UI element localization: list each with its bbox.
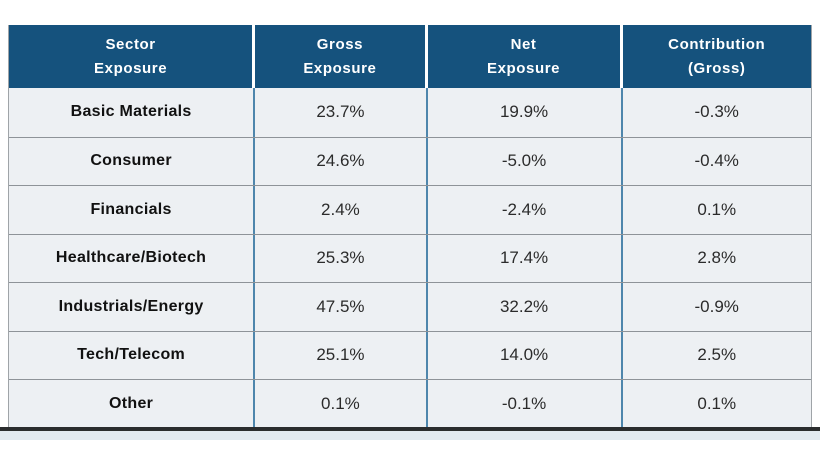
- sector-name-cell: Tech/Telecom: [9, 331, 256, 379]
- contribution-cell: 2.8%: [623, 235, 811, 283]
- header-line: Exposure: [486, 59, 561, 77]
- gross-exposure-cell: 47.5%: [255, 283, 428, 331]
- gross-exposure-value: 2.4%: [321, 199, 360, 219]
- net-exposure-cell: 32.2%: [428, 283, 623, 331]
- net-exposure-value: -5.0%: [501, 151, 547, 171]
- header-line: (Gross): [687, 59, 746, 77]
- sector-label: Healthcare/Biotech: [55, 249, 207, 267]
- header-line: Sector: [105, 36, 156, 54]
- net-exposure-value: -2.4%: [501, 199, 547, 219]
- table-header-row: Sector Exposure Gross Exposure Net Expos…: [9, 25, 811, 88]
- gross-exposure-cell: 25.3%: [255, 234, 428, 282]
- sector-name-cell: Basic Materials: [9, 88, 256, 137]
- gross-exposure-cell: 2.4%: [255, 186, 428, 234]
- net-exposure-cell: 17.4%: [428, 234, 623, 282]
- sector-exposure-table: Sector Exposure Gross Exposure Net Expos…: [8, 25, 812, 428]
- contribution-value: 2.5%: [697, 345, 737, 365]
- net-exposure-cell: -5.0%: [428, 137, 623, 185]
- gross-exposure-value: 25.1%: [316, 345, 365, 365]
- header-line: Exposure: [303, 59, 377, 77]
- net-exposure-value: 32.2%: [499, 296, 549, 316]
- net-exposure-cell: -0.1%: [428, 380, 623, 428]
- sector-name-cell: Healthcare/Biotech: [9, 234, 256, 282]
- sector-label: Tech/Telecom: [77, 346, 186, 364]
- net-exposure-value: -0.1%: [501, 393, 547, 413]
- gross-exposure-cell: 24.6%: [255, 137, 428, 185]
- table-bottom-rule: [0, 427, 820, 431]
- table-row-other: Other 0.1% -0.1% 0.1%: [9, 379, 811, 428]
- net-exposure-value: 14.0%: [499, 345, 549, 365]
- sector-label: Consumer: [90, 152, 172, 170]
- header-line: Contribution: [668, 36, 766, 54]
- column-header-net-exposure: Net Exposure: [428, 25, 623, 88]
- table-row-tech-telecom: Tech/Telecom 25.1% 14.0% 2.5%: [9, 330, 811, 380]
- sector-label: Financials: [90, 200, 172, 218]
- contribution-cell: 0.1%: [623, 186, 811, 234]
- contribution-cell: -0.9%: [623, 283, 811, 331]
- contribution-cell: -0.4%: [623, 138, 811, 186]
- contribution-cell: -0.3%: [623, 88, 811, 137]
- net-exposure-value: 17.4%: [499, 248, 549, 268]
- gross-exposure-cell: 23.7%: [255, 88, 428, 137]
- net-exposure-cell: -2.4%: [428, 186, 623, 234]
- contribution-value: 2.8%: [697, 248, 737, 268]
- table-shadow-strip: [0, 431, 820, 440]
- sector-label: Other: [109, 394, 154, 412]
- sector-name-cell: Consumer: [9, 137, 256, 185]
- net-exposure-cell: 14.0%: [428, 331, 623, 379]
- contribution-value: 0.1%: [697, 199, 737, 219]
- gross-exposure-value: 24.6%: [316, 151, 365, 171]
- header-line: Gross: [316, 36, 364, 54]
- contribution-value: -0.9%: [694, 296, 739, 316]
- sector-label: Industrials/Energy: [58, 297, 204, 315]
- gross-exposure-value: 47.5%: [316, 296, 365, 316]
- header-line: Exposure: [94, 59, 168, 77]
- contribution-value: -0.3%: [694, 102, 739, 122]
- column-header-contribution-gross: Contribution (Gross): [623, 25, 811, 88]
- sector-label: Basic Materials: [70, 103, 192, 121]
- table-row-basic-materials: Basic Materials 23.7% 19.9% -0.3%: [9, 88, 811, 137]
- column-header-gross-exposure: Gross Exposure: [255, 25, 428, 88]
- sector-name-cell: Financials: [9, 186, 256, 234]
- contribution-cell: 0.1%: [623, 380, 811, 428]
- table-row-healthcare-biotech: Healthcare/Biotech 25.3% 17.4% 2.8%: [9, 233, 811, 283]
- gross-exposure-value: 23.7%: [316, 102, 365, 122]
- table-row-financials: Financials 2.4% -2.4% 0.1%: [9, 185, 811, 234]
- table-row-consumer: Consumer 24.6% -5.0% -0.4%: [9, 136, 811, 186]
- table-row-industrials-energy: Industrials/Energy 47.5% 32.2% -0.9%: [9, 282, 811, 331]
- contribution-cell: 2.5%: [623, 332, 811, 380]
- contribution-value: -0.4%: [694, 151, 739, 171]
- header-line: Net: [510, 36, 537, 54]
- gross-exposure-value: 25.3%: [316, 248, 365, 268]
- contribution-value: 0.1%: [697, 393, 737, 413]
- gross-exposure-cell: 25.1%: [255, 331, 428, 379]
- sector-name-cell: Other: [9, 380, 256, 428]
- gross-exposure-value: 0.1%: [321, 393, 360, 413]
- sector-name-cell: Industrials/Energy: [9, 283, 256, 331]
- net-exposure-cell: 19.9%: [428, 88, 623, 137]
- gross-exposure-cell: 0.1%: [255, 380, 428, 428]
- column-header-sector-exposure: Sector Exposure: [9, 25, 256, 88]
- net-exposure-value: 19.9%: [499, 102, 549, 122]
